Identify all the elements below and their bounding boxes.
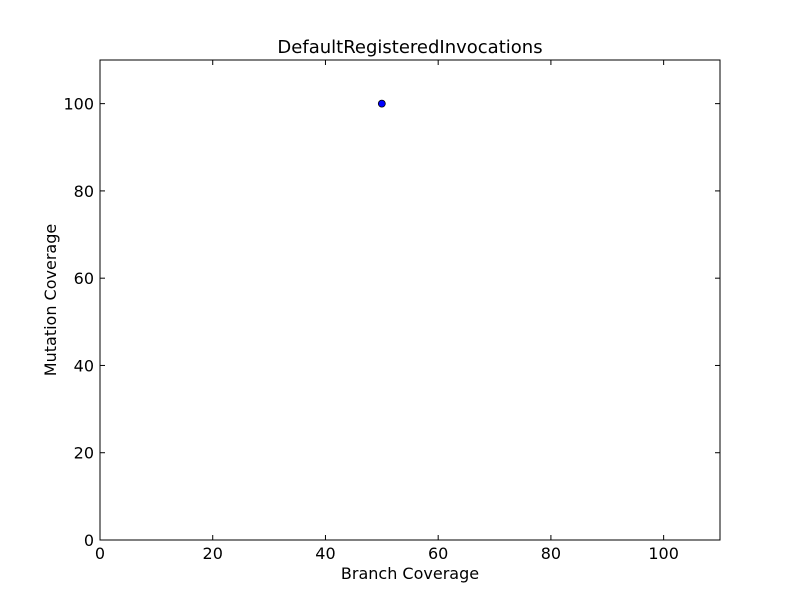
x-tick-label: 60 xyxy=(428,544,448,563)
y-tick-label: 40 xyxy=(74,356,94,375)
y-axis-label: Mutation Coverage xyxy=(41,224,60,376)
x-tick-label: 80 xyxy=(541,544,561,563)
x-axis-ticks: 0 20 40 60 80 100 xyxy=(95,60,679,563)
y-tick-label: 100 xyxy=(63,95,94,114)
x-tick-label: 0 xyxy=(95,544,105,563)
x-tick-label: 20 xyxy=(203,544,223,563)
y-tick-label: 60 xyxy=(74,269,94,288)
scatter-point xyxy=(377,99,386,108)
plot-area-frame xyxy=(99,59,721,541)
data-points xyxy=(377,99,386,108)
chart-title: DefaultRegisteredInvocations xyxy=(277,37,542,58)
x-axis-label: Branch Coverage xyxy=(341,564,479,583)
y-tick-label: 0 xyxy=(84,531,94,550)
x-tick-label: 40 xyxy=(315,544,335,563)
y-axis-ticks: 0 20 40 60 80 100 xyxy=(63,95,720,550)
y-tick-label: 20 xyxy=(74,444,94,463)
x-tick-label: 100 xyxy=(648,544,679,563)
y-tick-label: 80 xyxy=(74,182,94,201)
